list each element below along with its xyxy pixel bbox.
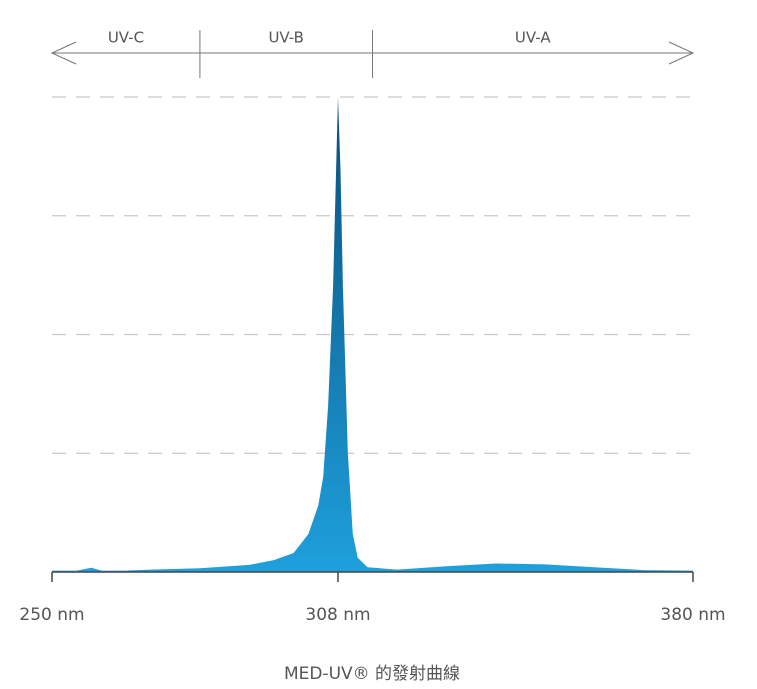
band-label: UV-C [108, 29, 144, 47]
band-label: UV-B [268, 29, 304, 47]
chart-title: MED-UV® 的發射曲線 [284, 664, 460, 684]
band-arrow-head [668, 41, 695, 65]
x-tick-label: 380 nm [660, 605, 725, 625]
x-tick-label: 308 nm [305, 605, 370, 625]
band-arrow-head [50, 41, 77, 65]
x-tick-label: 250 nm [19, 605, 84, 625]
band-label: UV-A [515, 29, 551, 47]
